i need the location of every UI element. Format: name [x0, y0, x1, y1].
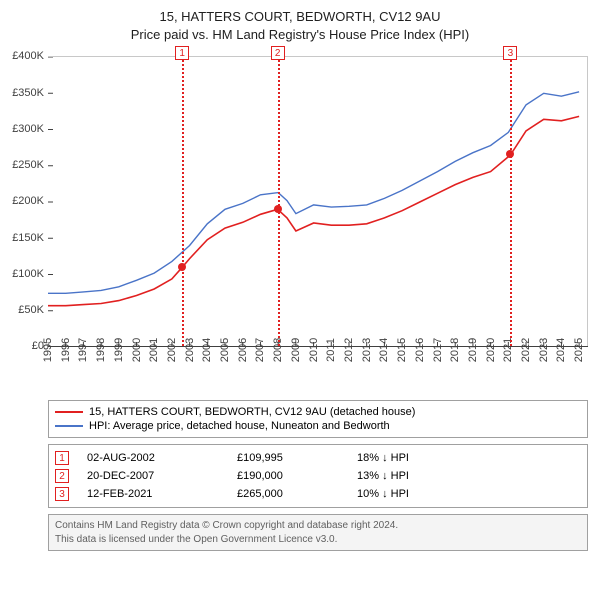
- x-tick-label: 2020: [485, 338, 497, 362]
- sale-dot: [178, 263, 186, 271]
- x-tick-label: 2024: [555, 338, 567, 362]
- title-subtitle: Price paid vs. HM Land Registry's House …: [10, 26, 590, 44]
- sale-number-badge: 1: [55, 451, 69, 465]
- sale-hpi-diff: 10% ↓ HPI: [357, 488, 581, 500]
- series-price: [48, 117, 579, 306]
- legend-swatch: [55, 425, 83, 427]
- x-tick-label: 2010: [308, 338, 320, 362]
- x-tick-label: 2023: [538, 338, 550, 362]
- sale-date: 02-AUG-2002: [87, 452, 237, 464]
- x-tick-label: 1995: [42, 338, 54, 362]
- title-address: 15, HATTERS COURT, BEDWORTH, CV12 9AU: [10, 8, 590, 26]
- x-tick-label: 2012: [343, 338, 355, 362]
- y-tick-label: £100K: [12, 268, 44, 280]
- y-tick-label: £350K: [12, 87, 44, 99]
- x-tick-label: 1999: [113, 338, 125, 362]
- sale-number-badge: 3: [55, 487, 69, 501]
- sales-table: 1 02-AUG-2002£109,99518% ↓ HPI 2 20-DEC-200…: [48, 444, 588, 508]
- sale-row: 2 20-DEC-2007£190,00013% ↓ HPI: [55, 467, 581, 485]
- y-tick-label: £300K: [12, 123, 44, 135]
- sale-price: £109,995: [237, 452, 357, 464]
- sale-hpi-diff: 13% ↓ HPI: [357, 470, 581, 482]
- plot-region: [48, 56, 588, 346]
- sale-marker-number: 1: [175, 46, 189, 60]
- title-block: 15, HATTERS COURT, BEDWORTH, CV12 9AU Pr…: [0, 0, 600, 48]
- footer-line-2: This data is licensed under the Open Gov…: [55, 533, 581, 547]
- attribution-footer: Contains HM Land Registry data © Crown c…: [48, 514, 588, 551]
- x-tick-label: 2003: [184, 338, 196, 362]
- plot-svg: [48, 57, 588, 347]
- y-axis: £0£50K£100K£150K£200K£250K£300K£350K£400…: [0, 56, 48, 346]
- sale-marker-line: [182, 56, 184, 346]
- x-tick-label: 2007: [254, 338, 266, 362]
- x-tick-label: 2000: [131, 338, 143, 362]
- chart-container: 15, HATTERS COURT, BEDWORTH, CV12 9AU Pr…: [0, 0, 600, 551]
- legend-label: HPI: Average price, detached house, Nune…: [89, 420, 390, 432]
- x-tick-label: 2018: [449, 338, 461, 362]
- x-tick-label: 2015: [396, 338, 408, 362]
- sale-row: 1 02-AUG-2002£109,99518% ↓ HPI: [55, 449, 581, 467]
- x-tick-label: 1997: [77, 338, 89, 362]
- y-tick-label: £200K: [12, 195, 44, 207]
- sale-marker-line: [510, 56, 512, 346]
- sale-number-badge: 2: [55, 469, 69, 483]
- x-tick-label: 2014: [378, 338, 390, 362]
- sale-price: £265,000: [237, 488, 357, 500]
- legend-label: 15, HATTERS COURT, BEDWORTH, CV12 9AU (d…: [89, 406, 415, 418]
- x-tick-label: 2017: [432, 338, 444, 362]
- x-axis: 1995199619971998199920002001200220032004…: [48, 346, 588, 398]
- x-tick-label: 2004: [201, 338, 213, 362]
- x-tick-label: 2001: [148, 338, 160, 362]
- x-tick-label: 2019: [467, 338, 479, 362]
- sale-marker-number: 2: [271, 46, 285, 60]
- x-tick-label: 1998: [95, 338, 107, 362]
- x-tick-label: 2006: [237, 338, 249, 362]
- sale-dot: [506, 150, 514, 158]
- x-tick-label: 2011: [325, 339, 337, 363]
- x-tick-label: 2021: [502, 338, 514, 362]
- x-tick-label: 2009: [290, 338, 302, 362]
- sale-hpi-diff: 18% ↓ HPI: [357, 452, 581, 464]
- sale-price: £190,000: [237, 470, 357, 482]
- x-tick-label: 2022: [520, 338, 532, 362]
- sale-marker-line: [278, 56, 280, 346]
- y-tick-label: £50K: [18, 304, 44, 316]
- series-hpi: [48, 92, 579, 293]
- legend: 15, HATTERS COURT, BEDWORTH, CV12 9AU (d…: [48, 400, 588, 438]
- legend-row: 15, HATTERS COURT, BEDWORTH, CV12 9AU (d…: [55, 405, 581, 419]
- y-tick-label: £150K: [12, 232, 44, 244]
- sale-dot: [274, 205, 282, 213]
- chart-area: £0£50K£100K£150K£200K£250K£300K£350K£400…: [0, 48, 600, 398]
- sale-marker-number: 3: [503, 46, 517, 60]
- legend-row: HPI: Average price, detached house, Nune…: [55, 419, 581, 433]
- y-tick-label: £250K: [12, 159, 44, 171]
- sale-date: 20-DEC-2007: [87, 470, 237, 482]
- footer-line-1: Contains HM Land Registry data © Crown c…: [55, 519, 581, 533]
- x-tick-label: 2002: [166, 338, 178, 362]
- x-tick-label: 1996: [60, 338, 72, 362]
- x-tick-label: 2016: [414, 338, 426, 362]
- sale-row: 3 12-FEB-2021£265,00010% ↓ HPI: [55, 485, 581, 503]
- x-tick-label: 2013: [361, 338, 373, 362]
- y-tick-label: £400K: [12, 50, 44, 62]
- legend-swatch: [55, 411, 83, 413]
- x-tick-label: 2005: [219, 338, 231, 362]
- sale-date: 12-FEB-2021: [87, 488, 237, 500]
- x-tick-label: 2025: [573, 338, 585, 362]
